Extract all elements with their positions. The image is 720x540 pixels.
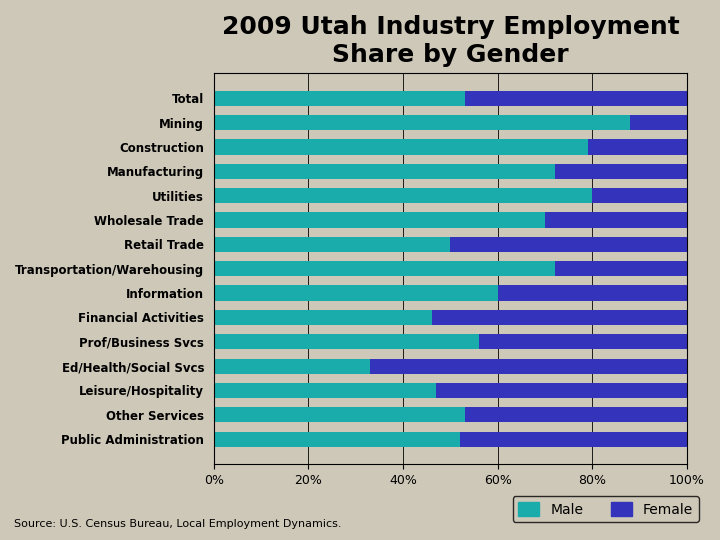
Bar	[214, 359, 370, 374]
Bar	[214, 164, 554, 179]
Bar	[464, 91, 687, 106]
Bar	[214, 91, 464, 106]
Bar	[588, 139, 687, 154]
Bar	[545, 212, 687, 227]
Bar	[214, 261, 554, 276]
Bar	[214, 115, 630, 130]
Bar	[214, 383, 436, 398]
Bar	[214, 237, 451, 252]
Bar	[554, 261, 687, 276]
Bar	[431, 310, 687, 325]
Bar	[214, 431, 460, 447]
Bar	[630, 115, 687, 130]
Bar	[214, 188, 593, 203]
Bar	[214, 334, 479, 349]
Bar	[451, 237, 687, 252]
Bar	[214, 310, 431, 325]
Bar	[370, 359, 687, 374]
Legend: Male, Female: Male, Female	[513, 496, 698, 522]
Bar	[554, 164, 687, 179]
Bar	[436, 383, 687, 398]
Text: Source: U.S. Census Bureau, Local Employment Dynamics.: Source: U.S. Census Bureau, Local Employ…	[14, 519, 342, 529]
Title: 2009 Utah Industry Employment
Share by Gender: 2009 Utah Industry Employment Share by G…	[222, 15, 680, 67]
Bar	[479, 334, 687, 349]
Bar	[498, 286, 687, 301]
Bar	[214, 212, 545, 227]
Bar	[214, 286, 498, 301]
Bar	[464, 407, 687, 422]
Bar	[214, 407, 464, 422]
Bar	[214, 139, 588, 154]
Bar	[460, 431, 687, 447]
Bar	[593, 188, 687, 203]
